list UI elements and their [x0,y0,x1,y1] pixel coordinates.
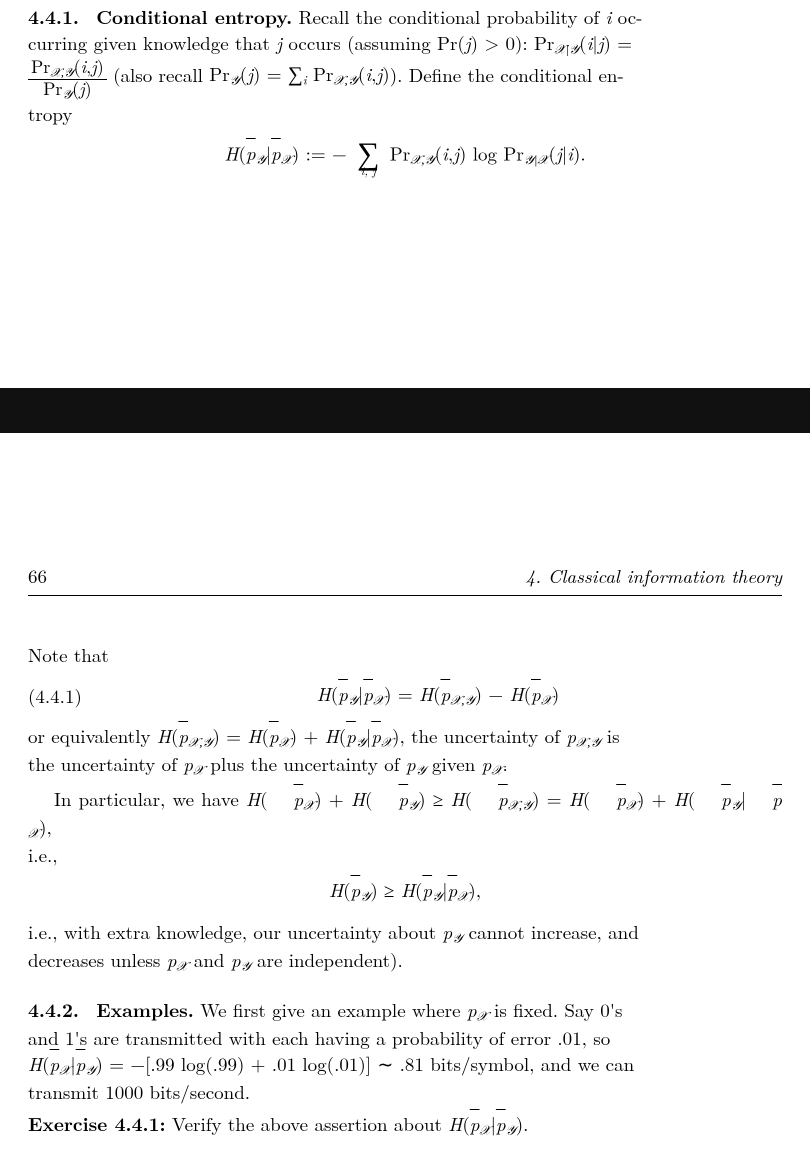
note-that: Note that [28,642,782,668]
math-inline: Pr𝒴(j) = ∑i Pr𝒳,𝒴(i,j) [209,60,389,87]
sec-4-4-1-number: 4.4.1. [28,2,79,30]
inequality-equation: H(p𝒴) ≥ H(p𝒴|p𝒳), [28,877,782,905]
equation-number: (4.4.1) [28,683,94,709]
running-header: 66 4. Classical information theory [28,563,782,596]
math-inline: Pr [534,29,554,56]
exercise-4-4-1: Exercise 4.4.1: Verify the above asserti… [28,1111,782,1139]
fraction: Pr𝒳,𝒴(i,j) Pr𝒴(j) [28,58,107,102]
body-text: ). Define the conditional en- [390,60,624,87]
sec-4-4-2-title: Examples. [85,995,194,1023]
sec-4-4-1-title: Conditional entropy. [85,2,292,30]
definition-equation: H(p𝒴|p𝒳) := − ∑i, j Pr𝒳,𝒴(i,j) log Pr𝒴|𝒳… [28,137,782,178]
body-text: ): [515,29,534,56]
body-text: tropy [28,100,72,127]
body-text: (also recall [113,60,209,87]
math-inline: (i|j) = [579,29,632,56]
sec-4-4-1-para: 4.4.1. Conditional entropy. Recall the c… [28,4,782,127]
body-text: Recall the conditional probability of [298,3,605,30]
sec-4-4-2-para: 4.4.2. Examples. We first give an exampl… [28,997,782,1104]
body-text: oc- [611,3,642,30]
equation-4-4-1: (4.4.1) H(p𝒴|p𝒳) = H(p𝒳,𝒴) − H(p𝒳) [28,681,782,709]
exercise-label: Exercise 4.4.1: [28,1109,166,1137]
chapter-title: 4. Classical information theory [526,563,782,589]
body-text: occurs (assuming [282,29,437,56]
ie-label: i.e., [28,842,782,868]
math-inline: Pr(j) > 0 [437,29,515,56]
sum-icon: ∑i, j [357,137,379,178]
sec-4-4-2-number: 4.4.2. [28,995,79,1023]
page-number: 66 [28,563,47,589]
para-extra-knowledge: i.e., with extra knowledge, our uncertai… [28,919,782,975]
para-in-particular: In particular, we have H(p𝒳) + H(p𝒴) ≥ H… [28,786,782,842]
para-equivalently: or equivalently H(p𝒳,𝒴) = H(p𝒳) + H(p𝒴|p… [28,723,782,779]
page-divider [0,388,810,433]
body-text: curring given knowledge that [28,29,276,56]
math-sub: 𝒳|𝒴 [554,41,579,56]
